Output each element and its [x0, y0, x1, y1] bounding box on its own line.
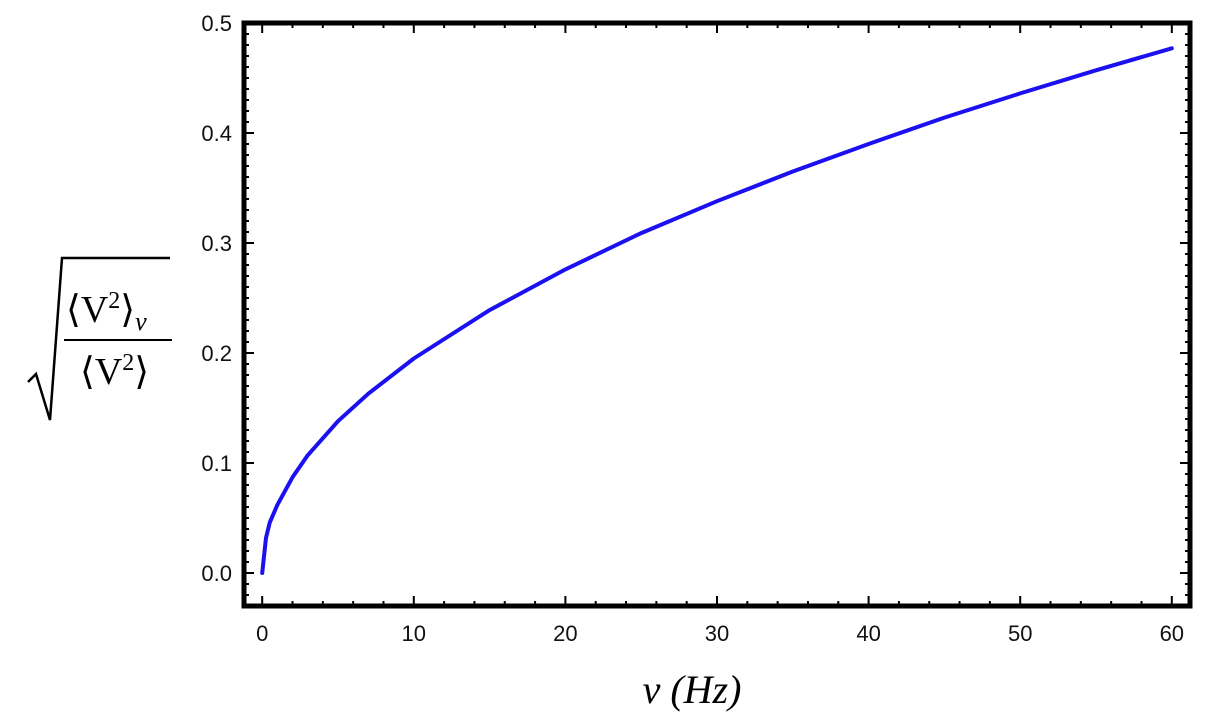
x-tick-label: 0: [256, 621, 268, 646]
y-tick-label: 0.5: [201, 11, 232, 36]
x-tick-label: 30: [705, 621, 729, 646]
x-tick-label: 10: [402, 621, 426, 646]
x-tick-label: 50: [1008, 621, 1032, 646]
y-tick-label: 0.3: [201, 231, 232, 256]
y-axis-label-radical: [27, 256, 170, 421]
x-axis-label: ν (Hz): [643, 667, 742, 712]
x-tick-label: 20: [553, 621, 577, 646]
y-tick-label: 0.2: [201, 341, 232, 366]
x-tick-label: 60: [1160, 621, 1184, 646]
y-tick-label: 0.0: [201, 561, 232, 586]
x-tick-label: 40: [856, 621, 880, 646]
y-axis-label-denominator: ⟨V2⟩: [80, 350, 149, 393]
y-axis-label: ⟨V2⟩ν ⟨V2⟩: [27, 256, 172, 421]
y-tick-label: 0.1: [201, 451, 232, 476]
series-line: [260, 46, 1174, 575]
x-axis-unit: (Hz): [670, 667, 741, 712]
plot-frame: [241, 20, 1193, 609]
y-axis-label-numerator: ⟨V2⟩ν: [66, 288, 147, 336]
y-tick-label: 0.4: [201, 121, 232, 146]
